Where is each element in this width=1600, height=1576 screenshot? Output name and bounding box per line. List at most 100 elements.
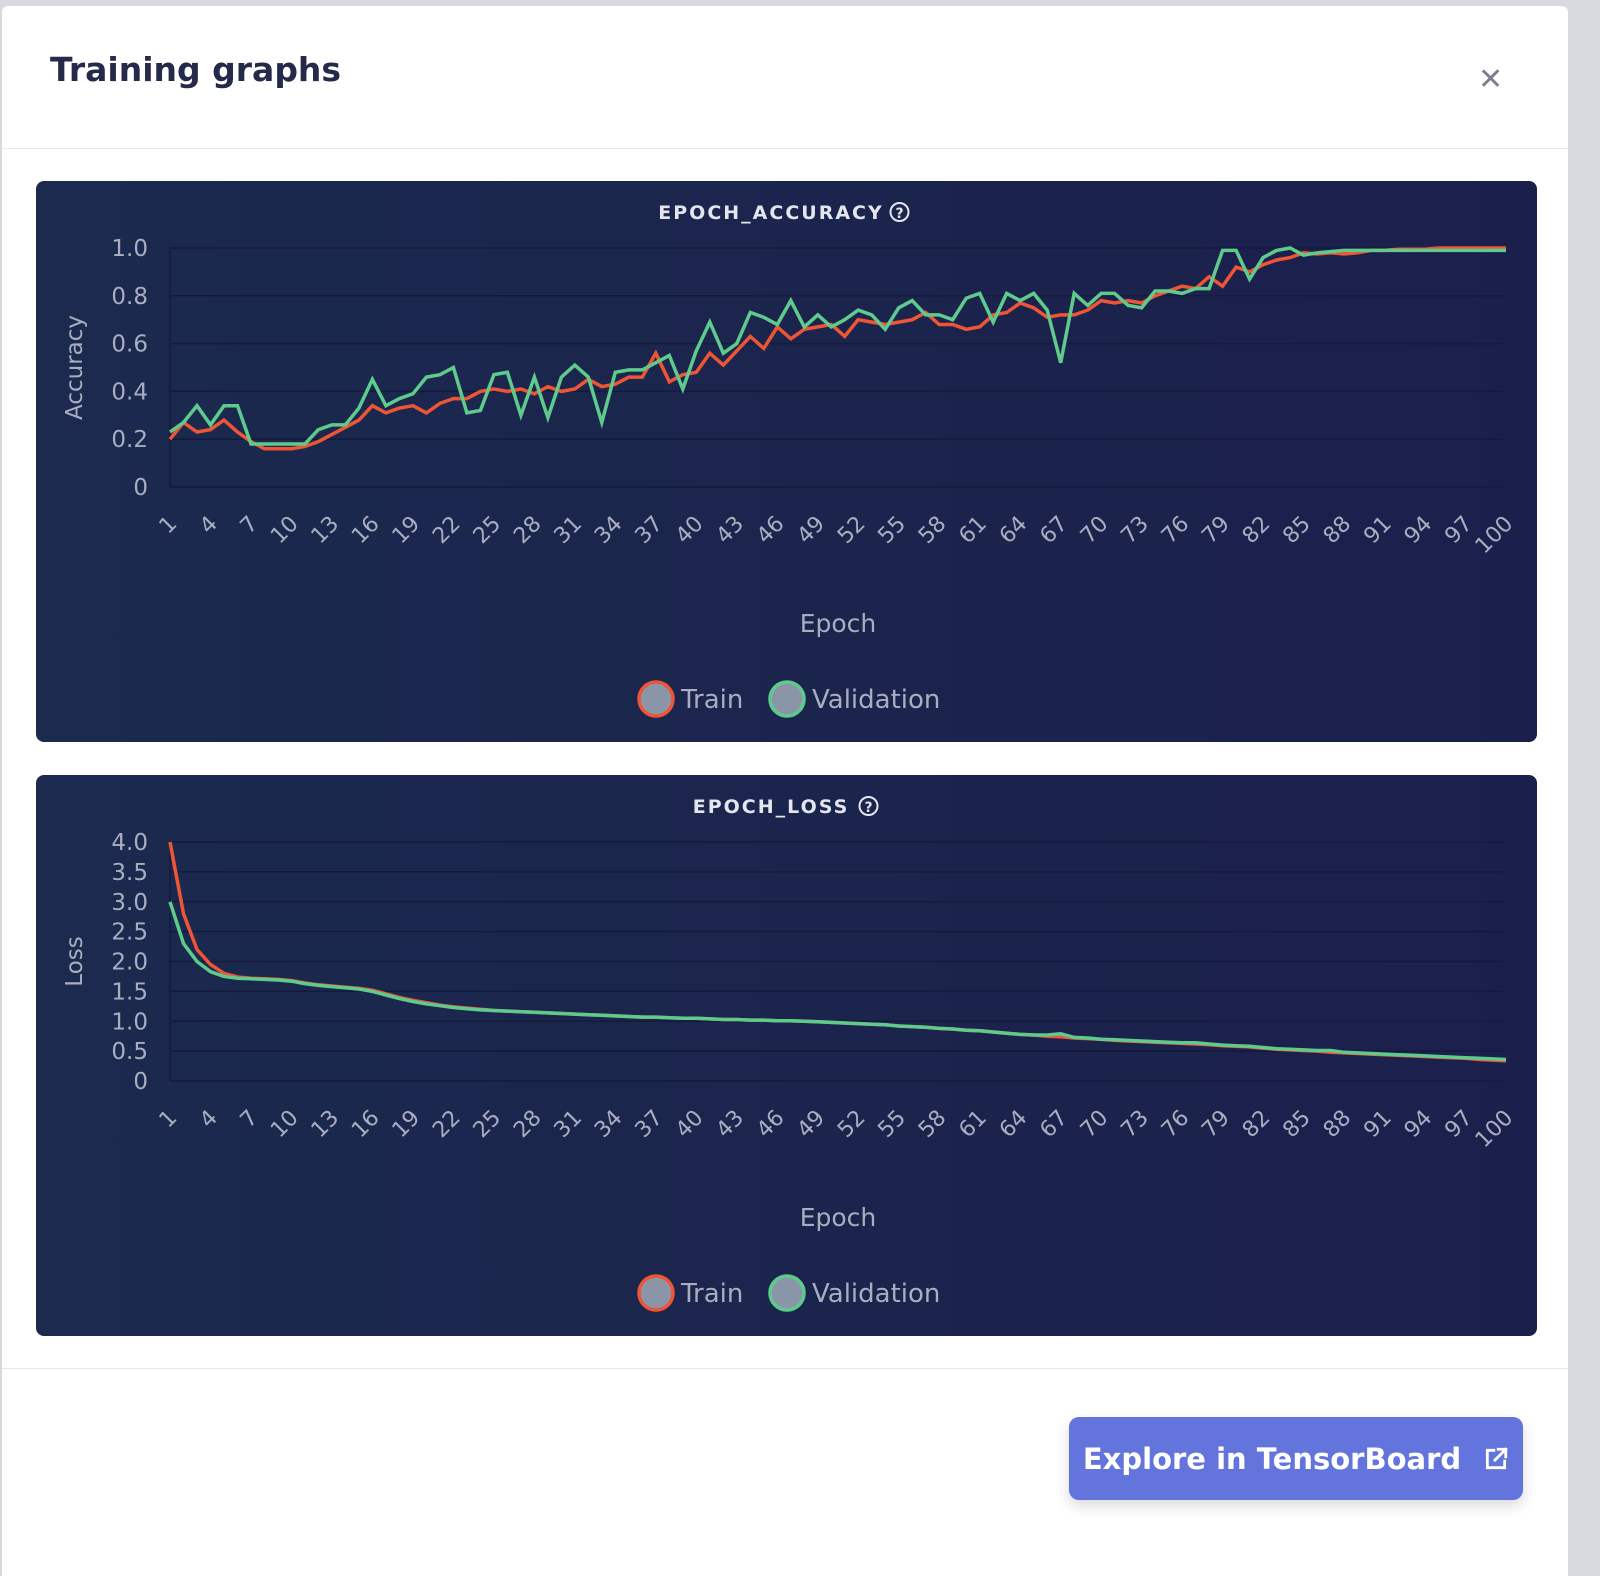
x-tick-label: 76	[1157, 1106, 1194, 1143]
legend-marker	[637, 680, 675, 718]
x-tick-label: 85	[1278, 1106, 1315, 1143]
x-tick-label: 1	[155, 1106, 183, 1134]
x-tick-label: 13	[307, 512, 344, 549]
x-tick-label: 25	[469, 1106, 506, 1143]
x-tick-label: 25	[469, 512, 506, 549]
help-icon-circle	[858, 796, 879, 816]
x-tick-label: 31	[550, 1106, 587, 1143]
legend-label: Train	[680, 1279, 743, 1309]
legend-label: Validation	[812, 1279, 940, 1309]
x-tick-label: 94	[1400, 1106, 1437, 1143]
x-tick-label: 64	[995, 512, 1032, 549]
help-icon[interactable]: ?	[858, 796, 879, 816]
modal-title: Training graphs	[50, 50, 342, 89]
x-tick-label: 49	[793, 1106, 830, 1143]
x-tick-label: 28	[509, 1106, 546, 1143]
chart-title: EPOCH_LOSS	[693, 796, 850, 818]
legend-item-validation[interactable]: Validation	[768, 1274, 940, 1312]
x-tick-label: 91	[1359, 1106, 1396, 1143]
legend-label: Train	[680, 685, 743, 715]
x-tick-label: 40	[671, 512, 708, 549]
external-link-icon	[1486, 1446, 1508, 1469]
x-tick-label: 91	[1359, 512, 1396, 549]
x-tick-label: 31	[550, 512, 587, 549]
x-tick-label: 7	[236, 512, 264, 540]
x-tick-label: 22	[428, 512, 465, 549]
x-tick-label: 49	[793, 512, 830, 549]
x-tick-label: 43	[712, 512, 749, 549]
y-tick-label: 1.0	[111, 1009, 148, 1035]
x-tick-label: 82	[1238, 1106, 1275, 1143]
x-tick-label: 34	[590, 1106, 627, 1143]
series-line-validation	[168, 246, 1506, 446]
x-tick-label: 55	[873, 512, 910, 549]
x-tick-label: 61	[954, 1106, 991, 1143]
x-tick-label: 37	[631, 512, 668, 549]
x-tick-label: 16	[347, 512, 384, 549]
x-tick-label: 19	[388, 512, 425, 549]
series-line-validation	[168, 901, 1507, 1062]
legend-marker	[768, 680, 806, 718]
x-tick-label: 79	[1197, 512, 1234, 549]
x-tick-label: 40	[671, 1106, 708, 1143]
x-tick-label: 88	[1319, 1106, 1356, 1143]
y-tick-label: 0.5	[111, 1039, 148, 1065]
x-tick-label: 1	[155, 512, 183, 540]
x-tick-label: 22	[428, 1106, 465, 1143]
y-tick-label: 0	[133, 1069, 148, 1095]
help-icon[interactable]: ?	[889, 202, 910, 222]
modal-header: Training graphs ✕	[2, 6, 1568, 149]
accuracy-chart: EPOCH_ACCURACY ? 0 0.2 0.4 0.6 0.8 1.0 Accuracy 1…	[62, 202, 1518, 718]
legend-label: Validation	[812, 685, 940, 715]
y-tick-label: 0	[133, 475, 148, 501]
x-tick-label: 19	[388, 1106, 425, 1143]
x-tick-label: 37	[631, 1106, 668, 1143]
explore-tensorboard-button[interactable]: Explore in TensorBoard	[1069, 1417, 1523, 1500]
help-icon-glyph: ?	[864, 800, 872, 816]
x-tick-label: 16	[347, 1106, 384, 1143]
x-tick-label: 100	[1471, 1106, 1518, 1153]
x-tick-label: 4	[195, 1106, 223, 1134]
x-tick-label: 100	[1471, 512, 1518, 559]
x-tick-label: 46	[752, 512, 789, 549]
x-tick-label: 64	[995, 1106, 1032, 1143]
y-tick-label: 3.5	[111, 860, 148, 886]
x-tick-label: 70	[1076, 512, 1113, 549]
x-axis-label: Epoch	[800, 1203, 877, 1232]
x-tick-label: 94	[1400, 512, 1437, 549]
help-icon-glyph: ?	[895, 206, 903, 222]
x-tick-label: 61	[954, 512, 991, 549]
legend-item-train[interactable]: Train	[637, 680, 743, 718]
series-line-train	[168, 841, 1507, 1063]
legend-item-validation[interactable]: Validation	[768, 680, 940, 718]
legend-marker	[768, 1274, 806, 1312]
legend-marker	[637, 1274, 675, 1312]
x-tick-label: 67	[1035, 512, 1072, 549]
accuracy-chart-card: EPOCH_ACCURACY? 0 0.2 0.4 0.6 0.8 1.0 Accuracy 1…	[36, 181, 1537, 742]
x-tick-label: 4	[195, 512, 223, 540]
y-tick-label: 1.0	[111, 236, 148, 262]
chart-title: EPOCH_ACCURACY	[658, 202, 883, 224]
y-axis-label: Loss	[62, 936, 88, 986]
x-tick-label: 43	[712, 1106, 749, 1143]
x-tick-label: 85	[1278, 512, 1315, 549]
loss-chart-card: EPOCH_LOSS? 0 0.5 1.0 1.5 2.0 2.5 3.0 3.5 4.0 Loss…	[36, 775, 1537, 1336]
x-tick-label: 10	[266, 1106, 303, 1143]
y-tick-label: 0.4	[111, 379, 148, 405]
explore-tensorboard-label: Explore in TensorBoard	[1082, 1441, 1462, 1476]
close-icon[interactable]: ✕	[1478, 62, 1504, 97]
training-graphs-modal: Training graphs ✕ EPOCH_ACCURACY? 0 0.2 0.4…	[2, 6, 1568, 1576]
x-tick-label: 70	[1076, 1106, 1113, 1143]
x-tick-label: 82	[1238, 512, 1275, 549]
y-tick-label: 0.2	[111, 427, 148, 453]
x-tick-label: 88	[1319, 512, 1356, 549]
x-tick-label: 34	[590, 512, 627, 549]
x-tick-label: 13	[307, 1106, 344, 1143]
x-tick-label: 52	[833, 1106, 870, 1143]
y-axis-label: Accuracy	[62, 315, 88, 420]
x-axis-label: Epoch	[800, 609, 877, 638]
x-tick-label: 79	[1197, 1106, 1234, 1143]
legend-item-train[interactable]: Train	[637, 1274, 743, 1312]
x-tick-label: 67	[1035, 1106, 1072, 1143]
y-tick-label: 2.0	[111, 950, 148, 976]
